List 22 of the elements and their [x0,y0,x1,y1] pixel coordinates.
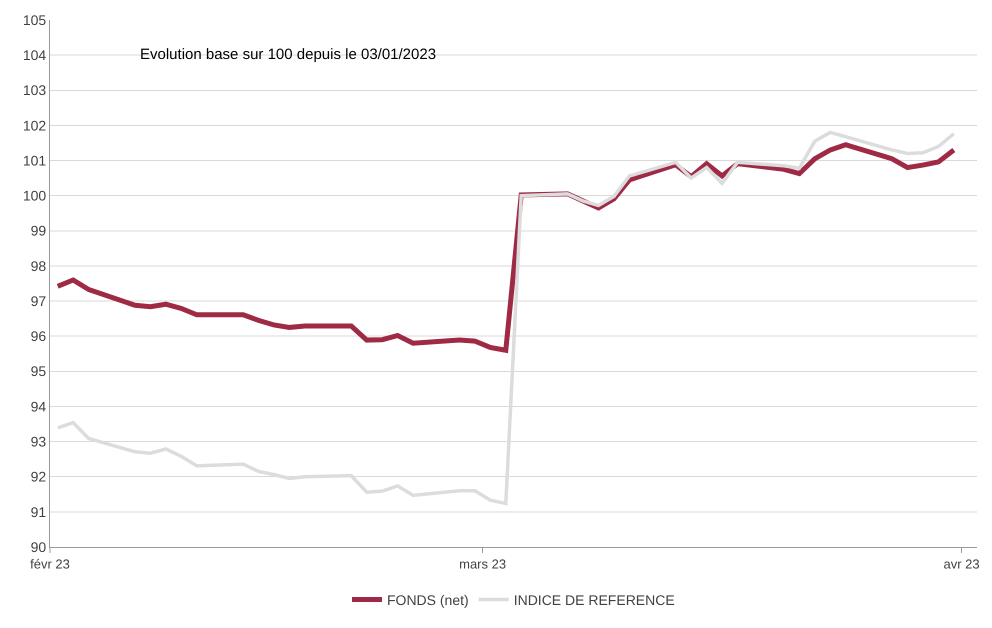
y-tick-label: 105 [22,12,46,28]
legend-label: FONDS (net) [387,592,469,608]
y-tick-label: 95 [30,363,46,380]
y-tick-label: 101 [22,152,46,168]
y-tick-label: 97 [30,292,46,309]
y-tick-label: 99 [30,222,46,239]
y-tick-label: 100 [22,188,46,204]
y-tick-label: 90 [30,538,46,555]
y-tick-label: 104 [22,47,46,64]
y-tick-label: 91 [30,504,46,520]
y-tick-label: 94 [30,398,46,414]
x-tick-label: févr 23 [30,556,70,572]
y-tick-label: 96 [30,328,46,344]
text: Evolution base sur 100 depuis le 03/01/2023 [140,46,436,63]
x-tick-label: mars 23 [459,556,506,572]
x-tick-label: avr 23 [943,556,980,572]
y-tick-label: 98 [30,258,46,274]
y-tick-label: 93 [30,434,46,450]
y-tick-label: 92 [30,468,46,485]
y-tick-label: 103 [22,82,46,98]
y-tick-label: 102 [22,117,46,134]
legend-label: INDICE DE REFERENCE [514,592,675,608]
